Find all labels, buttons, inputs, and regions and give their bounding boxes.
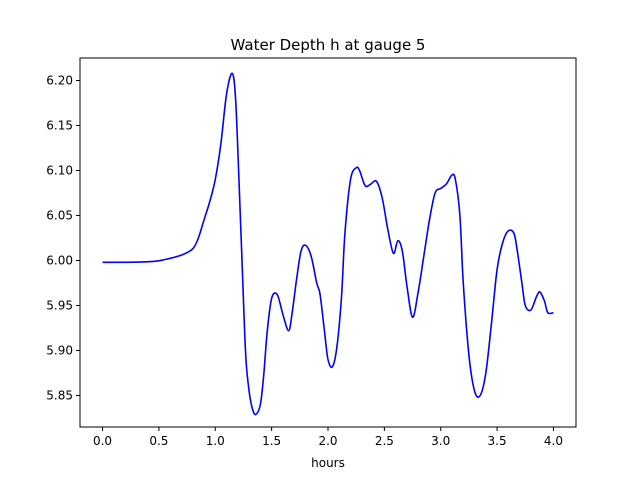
series-layer <box>102 72 554 416</box>
x-tick-label: 4.0 <box>544 434 563 448</box>
plot-area <box>79 57 577 428</box>
x-tick-label: 1.0 <box>206 434 225 448</box>
axes-frame <box>79 57 577 428</box>
x-tick-label: 3.5 <box>488 434 507 448</box>
y-tick-label: 5.90 <box>46 344 73 358</box>
y-tick-label: 5.95 <box>46 299 73 313</box>
y-tick-label: 6.05 <box>46 209 73 223</box>
series-line <box>102 72 554 416</box>
y-tick-label: 6.20 <box>46 74 73 88</box>
y-axis: 5.85 5.90 5.95 6.00 6.05 6.10 6.15 6.20 <box>46 74 80 403</box>
y-tick-label: 6.15 <box>46 119 73 133</box>
y-tick-label: 5.85 <box>46 389 73 403</box>
x-axis-label: hours <box>311 456 345 470</box>
x-tick-label: 1.5 <box>262 434 281 448</box>
x-tick-label: 3.0 <box>431 434 450 448</box>
y-tick-label: 6.00 <box>46 254 73 268</box>
x-axis: 0.0 0.5 1.0 1.5 2.0 2.5 3.0 3.5 4.0 <box>93 427 563 448</box>
x-tick-label: 0.5 <box>149 434 168 448</box>
chart-title: Water Depth h at gauge 5 <box>231 36 426 54</box>
x-tick-label: 2.0 <box>318 434 337 448</box>
x-tick-label: 2.5 <box>375 434 394 448</box>
y-tick-label: 6.10 <box>46 164 73 178</box>
x-tick-label: 0.0 <box>93 434 112 448</box>
